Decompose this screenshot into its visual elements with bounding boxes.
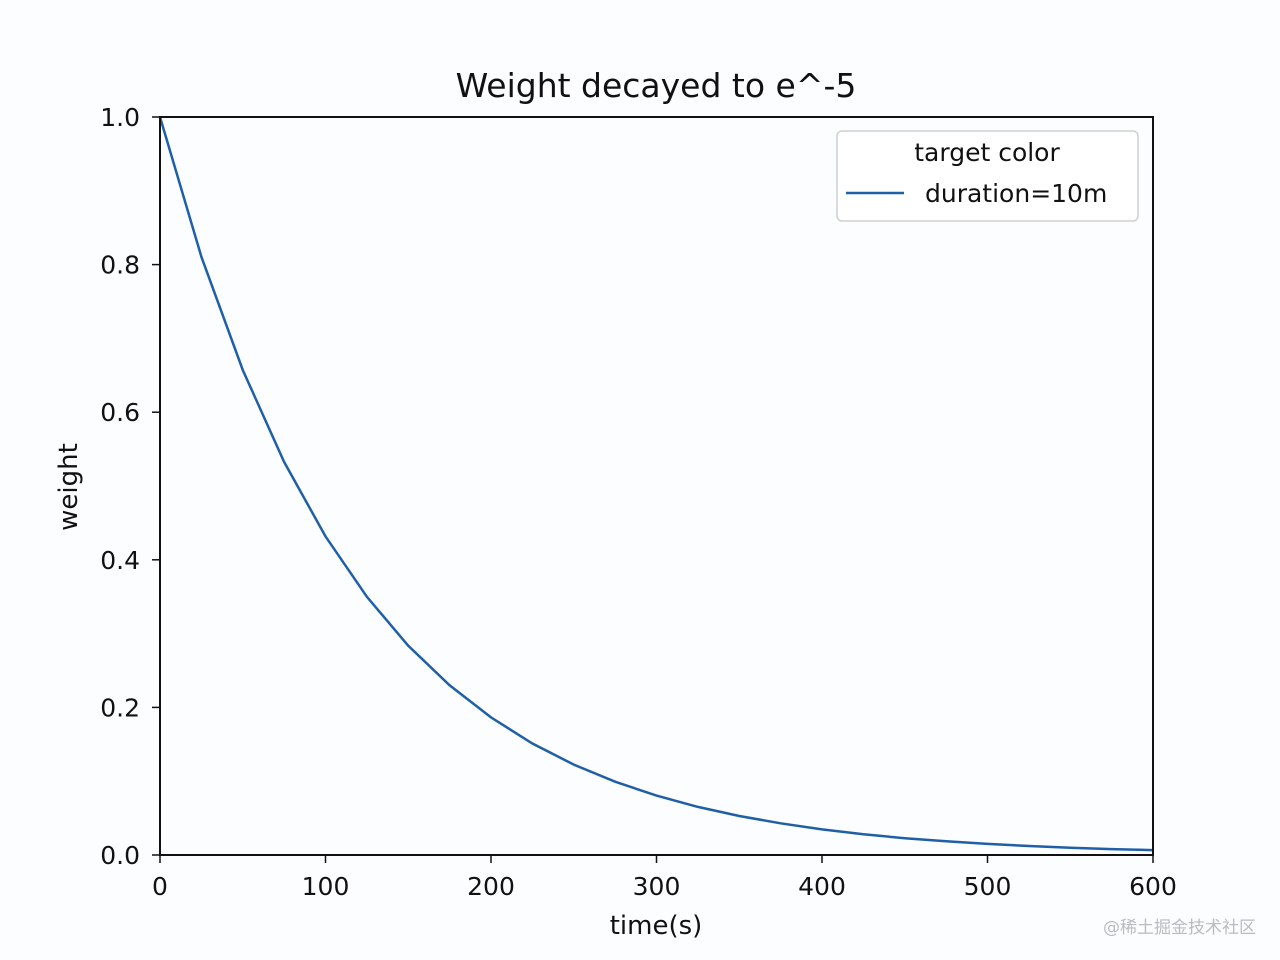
x-tick-label: 300 xyxy=(633,872,681,901)
x-tick-label: 0 xyxy=(152,872,168,901)
x-tick-label: 600 xyxy=(1129,872,1177,901)
x-tick-label: 400 xyxy=(798,872,846,901)
y-tick-label: 0.0 xyxy=(100,841,140,870)
y-tick-label: 0.6 xyxy=(100,398,140,427)
legend-title: target color xyxy=(914,138,1060,167)
chart-title: Weight decayed to e^-5 xyxy=(456,66,857,105)
legend-box xyxy=(836,130,1139,222)
y-tick-label: 0.2 xyxy=(100,693,140,722)
plot-area xyxy=(158,116,1154,852)
x-tick-label: 500 xyxy=(964,872,1012,901)
legend: target color duration=10m xyxy=(836,130,1139,222)
y-tick-label: 0.4 xyxy=(100,546,140,575)
y-axis: 0.0 0.2 0.4 0.6 0.8 1.0 xyxy=(100,103,160,870)
y-axis-label: weight xyxy=(54,443,84,531)
x-tick-label: 200 xyxy=(467,872,515,901)
series-line-0 xyxy=(158,116,1154,852)
y-tick-label: 1.0 xyxy=(100,103,140,132)
x-tick-label: 100 xyxy=(302,872,350,901)
legend-entry-label: duration=10m xyxy=(925,179,1107,208)
axes-frame xyxy=(159,116,1154,856)
watermark: @稀土掘金技术社区 xyxy=(1103,918,1256,938)
x-axis-label: time(s) xyxy=(610,911,703,941)
y-tick-label: 0.8 xyxy=(100,251,140,280)
x-axis: 0 100 200 300 400 500 600 xyxy=(152,855,1177,901)
